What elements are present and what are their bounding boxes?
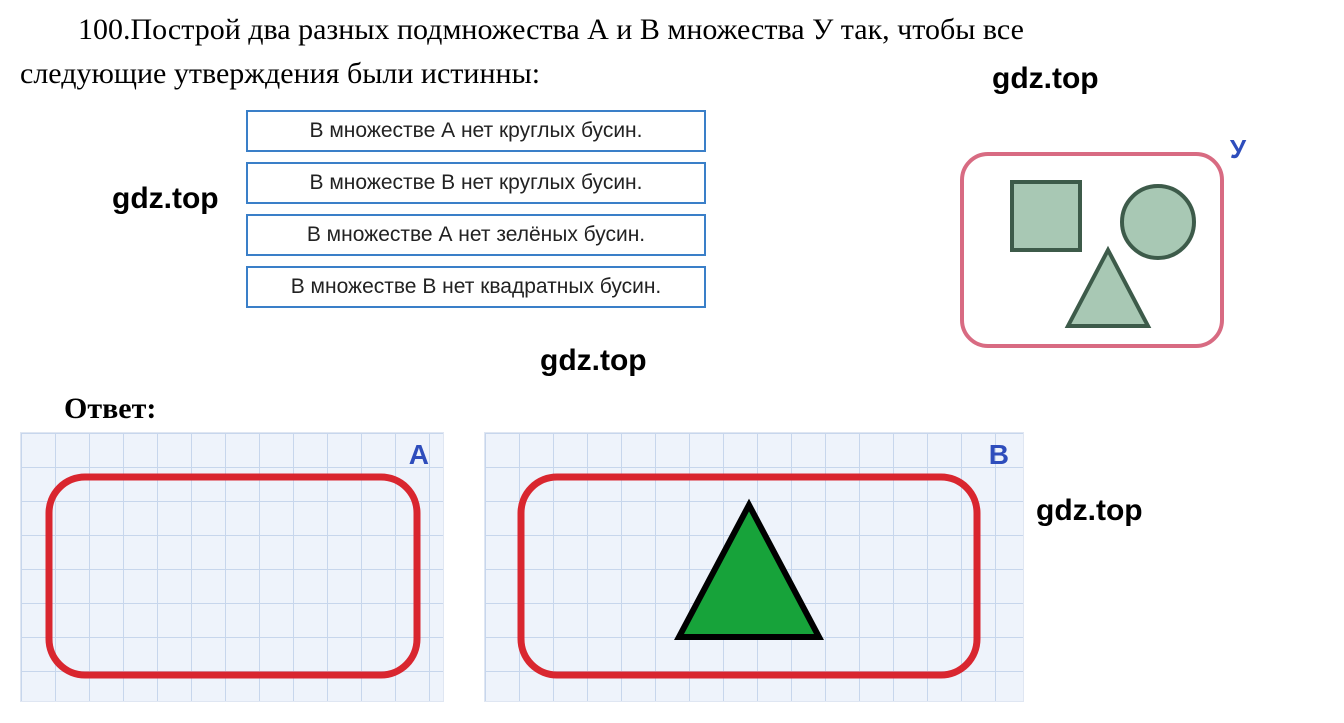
set-u-diagram: У [958, 150, 1226, 350]
card-b-svg [485, 433, 1025, 703]
answer-grids: A В [20, 432, 1024, 702]
statement: В множестве В нет круглых бусин. [246, 162, 706, 204]
statement: В множестве А нет круглых бусин. [246, 110, 706, 152]
watermark: gdz.top [992, 62, 1099, 96]
set-u-label: У [1230, 134, 1246, 165]
square-icon [1012, 182, 1080, 250]
watermark: gdz.top [1036, 494, 1143, 528]
statement: В множестве А нет зелёных бусин. [246, 214, 706, 256]
set-a-ring [49, 477, 417, 675]
answer-card-a: A [20, 432, 444, 702]
watermark: gdz.top [540, 344, 647, 378]
question-text: 100.Построй два разных подмножества А и … [20, 8, 1300, 95]
set-u-svg [958, 150, 1226, 350]
question-line2: следующие утверждения были истинны: [20, 57, 540, 90]
card-a-svg [21, 433, 445, 703]
watermark: gdz.top [112, 182, 219, 216]
question-line1: Построй два разных подмножества А и В мн… [131, 13, 1024, 46]
answer-card-b: В [484, 432, 1024, 702]
statement: В множестве В нет квадратных бусин. [246, 266, 706, 308]
statement-list: В множестве А нет круглых бусин. В множе… [246, 110, 706, 318]
triangle-icon [679, 505, 819, 637]
question-number: 100. [78, 13, 131, 46]
answer-label: Ответ: [64, 392, 156, 426]
circle-icon [1122, 186, 1194, 258]
